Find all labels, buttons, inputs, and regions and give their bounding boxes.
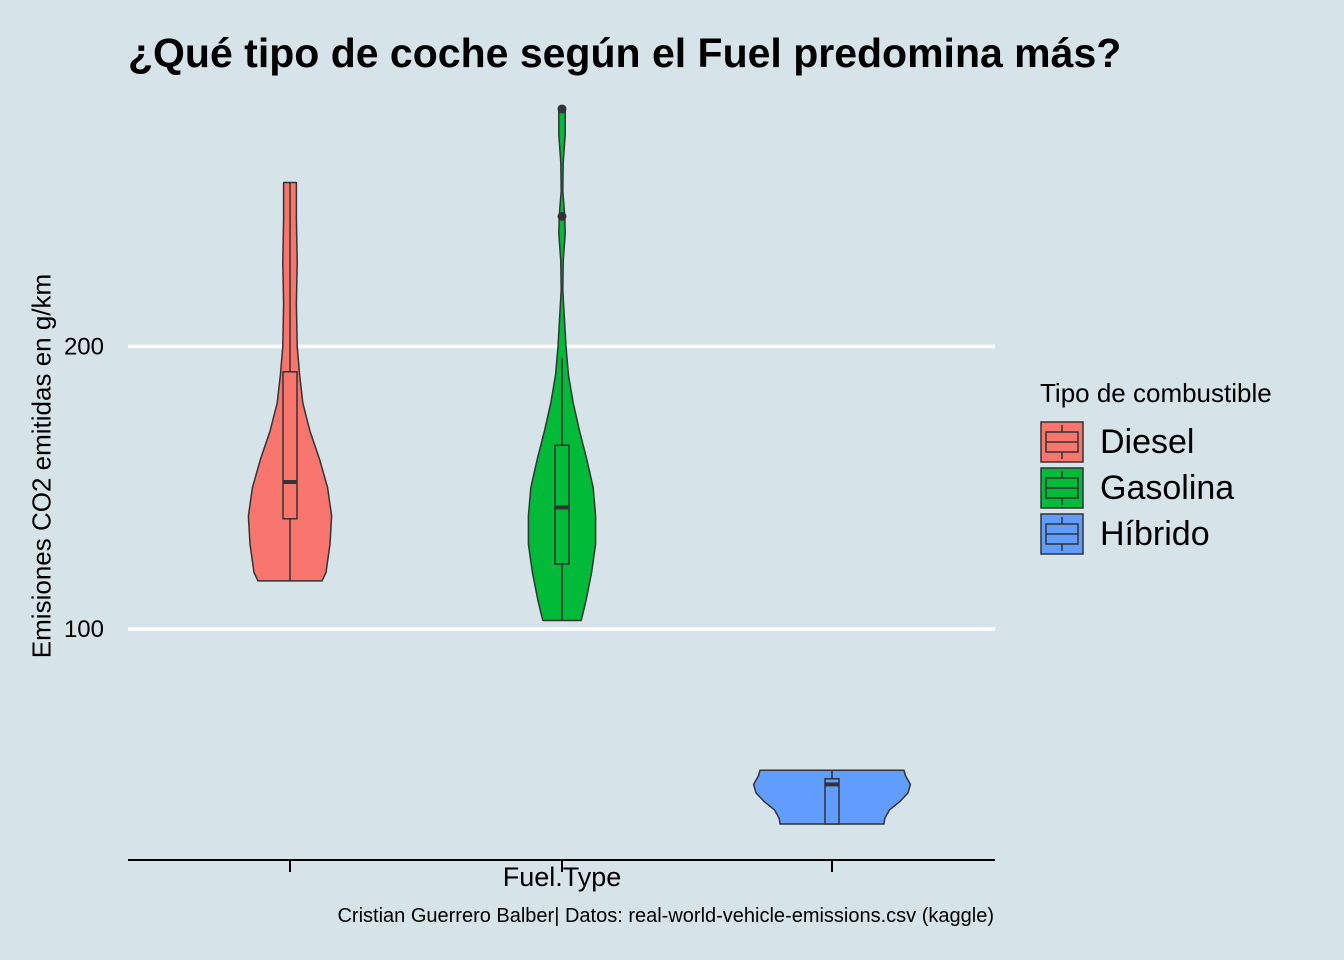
y-tick-label: 200 bbox=[64, 333, 104, 360]
box bbox=[554, 444, 570, 565]
legend-label-hibrido: Híbrido bbox=[1100, 514, 1210, 553]
legend-item-hibrido: Híbrido bbox=[1040, 511, 1272, 557]
outlier-point bbox=[557, 104, 567, 114]
violin-híbrido bbox=[752, 769, 912, 825]
box bbox=[824, 778, 840, 825]
legend-label-gasolina: Gasolina bbox=[1100, 468, 1235, 507]
y-axis-title: Emisiones CO2 emitidas en g/km bbox=[26, 273, 57, 659]
chart-caption: Cristian Guerrero Balber| Datos: real-wo… bbox=[337, 905, 994, 927]
y-tick-label: 100 bbox=[64, 616, 104, 643]
legend-item-gasolina: Gasolina bbox=[1040, 465, 1272, 511]
y-tick-labels: 100 200 bbox=[64, 333, 104, 643]
legend-key-diesel bbox=[1040, 421, 1084, 463]
legend: Tipo de combustible Diesel Gasolina Híbr… bbox=[1040, 378, 1272, 557]
legend-label-diesel: Diesel bbox=[1100, 422, 1195, 461]
legend-key-hibrido bbox=[1040, 513, 1084, 555]
violin-gasolina bbox=[527, 104, 597, 622]
legend-item-diesel: Diesel bbox=[1040, 419, 1272, 465]
x-axis-title: Fuel.Type bbox=[502, 862, 622, 892]
chart-title: ¿Qué tipo de coche según el Fuel predomi… bbox=[128, 30, 1122, 76]
outlier-point bbox=[557, 211, 567, 221]
violin-diesel bbox=[247, 181, 333, 582]
x-axis bbox=[128, 859, 995, 872]
legend-title: Tipo de combustible bbox=[1040, 378, 1272, 408]
violin-layer bbox=[247, 104, 912, 825]
box bbox=[282, 371, 298, 520]
legend-key-gasolina bbox=[1040, 467, 1084, 509]
